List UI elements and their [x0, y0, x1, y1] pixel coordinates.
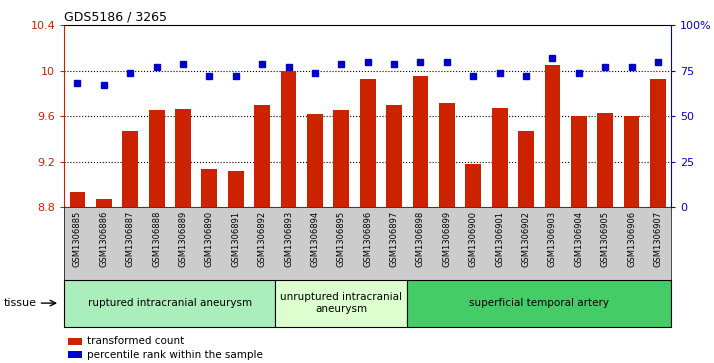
Text: GSM1306899: GSM1306899 [443, 211, 451, 267]
Bar [598, 113, 613, 207]
Bar [122, 131, 138, 207]
Bar [64, 280, 276, 327]
Text: GSM1306900: GSM1306900 [469, 211, 478, 266]
Bar [466, 164, 481, 207]
Bar [149, 110, 164, 207]
Text: GSM1306907: GSM1306907 [653, 211, 663, 267]
Text: GSM1306885: GSM1306885 [73, 211, 82, 267]
Text: percentile rank within the sample: percentile rank within the sample [87, 350, 263, 359]
Text: transformed count: transformed count [87, 337, 185, 346]
Text: GSM1306906: GSM1306906 [627, 211, 636, 267]
Text: GSM1306888: GSM1306888 [152, 211, 161, 267]
Text: GSM1306886: GSM1306886 [99, 211, 109, 267]
Text: GSM1306893: GSM1306893 [284, 211, 293, 267]
Text: GSM1306898: GSM1306898 [416, 211, 425, 267]
Text: GSM1306902: GSM1306902 [521, 211, 531, 266]
Text: GSM1306897: GSM1306897 [390, 211, 398, 267]
Bar [254, 105, 270, 207]
Text: GSM1306894: GSM1306894 [311, 211, 319, 267]
Text: ruptured intracranial aneurysm: ruptured intracranial aneurysm [88, 298, 252, 308]
Bar [175, 109, 191, 207]
Bar [68, 338, 82, 345]
Bar [68, 351, 82, 358]
Bar [571, 116, 587, 207]
Bar [307, 114, 323, 207]
Bar [201, 170, 217, 207]
Text: GSM1306887: GSM1306887 [126, 211, 135, 267]
Bar [650, 79, 666, 207]
Bar [413, 77, 428, 207]
Text: GSM1306903: GSM1306903 [548, 211, 557, 267]
Text: superficial temporal artery: superficial temporal artery [469, 298, 609, 308]
Bar [545, 65, 560, 207]
Text: GSM1306889: GSM1306889 [178, 211, 188, 267]
Text: tissue: tissue [4, 298, 36, 308]
Bar [96, 199, 112, 207]
Bar [518, 131, 534, 207]
Text: GSM1306892: GSM1306892 [258, 211, 266, 267]
Bar [281, 71, 296, 207]
Text: GSM1306891: GSM1306891 [231, 211, 241, 267]
Bar [333, 110, 349, 207]
Text: GSM1306895: GSM1306895 [337, 211, 346, 267]
Text: GSM1306896: GSM1306896 [363, 211, 372, 267]
Bar [623, 116, 640, 207]
Bar [407, 280, 671, 327]
Text: GDS5186 / 3265: GDS5186 / 3265 [64, 11, 167, 24]
Bar [276, 280, 407, 327]
Text: GSM1306904: GSM1306904 [574, 211, 583, 266]
Bar [69, 192, 86, 207]
Text: GSM1306905: GSM1306905 [600, 211, 610, 266]
Text: GSM1306890: GSM1306890 [205, 211, 214, 267]
Text: GSM1306901: GSM1306901 [495, 211, 504, 266]
Bar [439, 102, 455, 207]
Bar [386, 105, 402, 207]
Bar [360, 79, 376, 207]
Text: unruptured intracranial
aneurysm: unruptured intracranial aneurysm [281, 292, 402, 314]
Bar [492, 108, 508, 207]
Bar [228, 171, 243, 207]
